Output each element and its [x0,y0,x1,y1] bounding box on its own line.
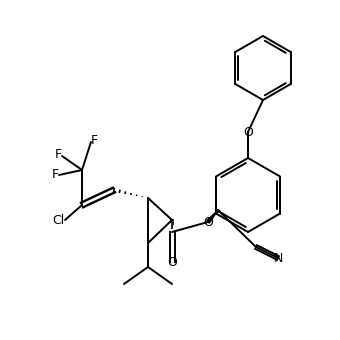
Text: F: F [90,134,98,147]
Text: O: O [167,255,177,269]
Polygon shape [207,210,218,223]
Text: O: O [203,216,213,228]
Text: F: F [54,149,62,162]
Text: O: O [243,125,253,138]
Text: F: F [51,169,58,182]
Polygon shape [216,209,220,214]
Text: Cl: Cl [52,214,64,226]
Text: N: N [273,252,283,265]
